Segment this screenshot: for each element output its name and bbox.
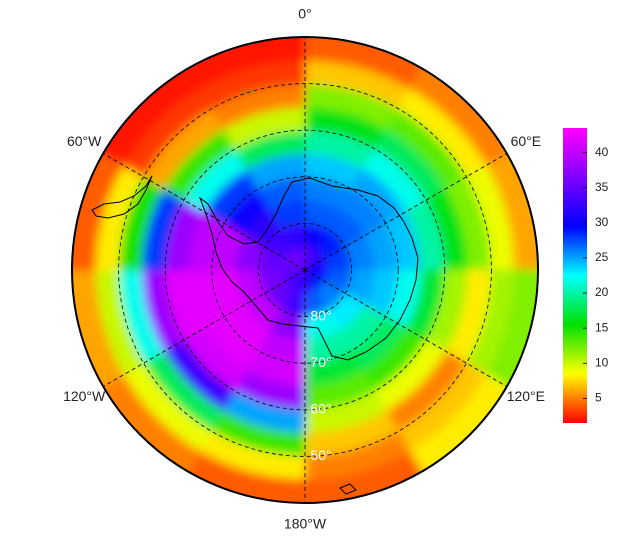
coastline [91, 175, 419, 495]
antarctica-coast [198, 177, 419, 361]
colorbar [563, 128, 587, 423]
lat-label: 60° [310, 401, 331, 417]
colorbar-tick-label: 10 [595, 355, 609, 369]
colorbar-tick-label: 40 [595, 145, 609, 159]
lat-circle [211, 176, 399, 364]
south-america-coast [91, 175, 153, 219]
colorbar-tick-label: 25 [595, 250, 609, 264]
colorbar-tick-label: 15 [595, 320, 609, 334]
lat-circle [118, 83, 492, 457]
lon-label: 180°W [284, 516, 327, 532]
meridian [304, 269, 507, 387]
lat-label: 80° [310, 307, 331, 323]
lon-label: 120°E [507, 388, 545, 404]
lat-label: 70° [310, 354, 331, 370]
lon-label: 0° [298, 6, 311, 22]
meridian [103, 153, 306, 271]
colorbar-tick-label: 5 [595, 391, 602, 405]
lat-label: 50° [310, 447, 331, 463]
meridian [304, 153, 507, 271]
colorbar-tick-label: 30 [595, 215, 609, 229]
meridian [103, 269, 306, 387]
graticule [103, 37, 507, 503]
lon-label: 60°W [67, 133, 102, 149]
colorbar-tick-label: 35 [595, 180, 609, 194]
labels: 80° 70° 60° 50° 0° 60°E 120°E 180°W 120°W 60°W 5 10… [63, 6, 609, 532]
lon-label: 120°W [63, 388, 106, 404]
lat-circle [257, 222, 352, 317]
island-coast [339, 483, 357, 495]
lat-circle [164, 129, 446, 411]
lon-label: 60°E [511, 133, 542, 149]
colorbar-tick-label: 20 [595, 285, 609, 299]
map-border [71, 36, 539, 504]
